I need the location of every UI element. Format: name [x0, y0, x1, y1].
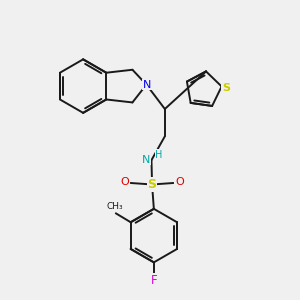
Text: O: O	[175, 176, 184, 187]
Text: F: F	[151, 274, 157, 287]
Text: H: H	[155, 150, 163, 160]
Text: O: O	[120, 176, 129, 187]
Text: S: S	[148, 178, 157, 191]
Text: CH₃: CH₃	[106, 202, 123, 211]
Text: S: S	[222, 83, 230, 93]
Text: N: N	[142, 154, 150, 164]
Text: N: N	[143, 80, 151, 90]
